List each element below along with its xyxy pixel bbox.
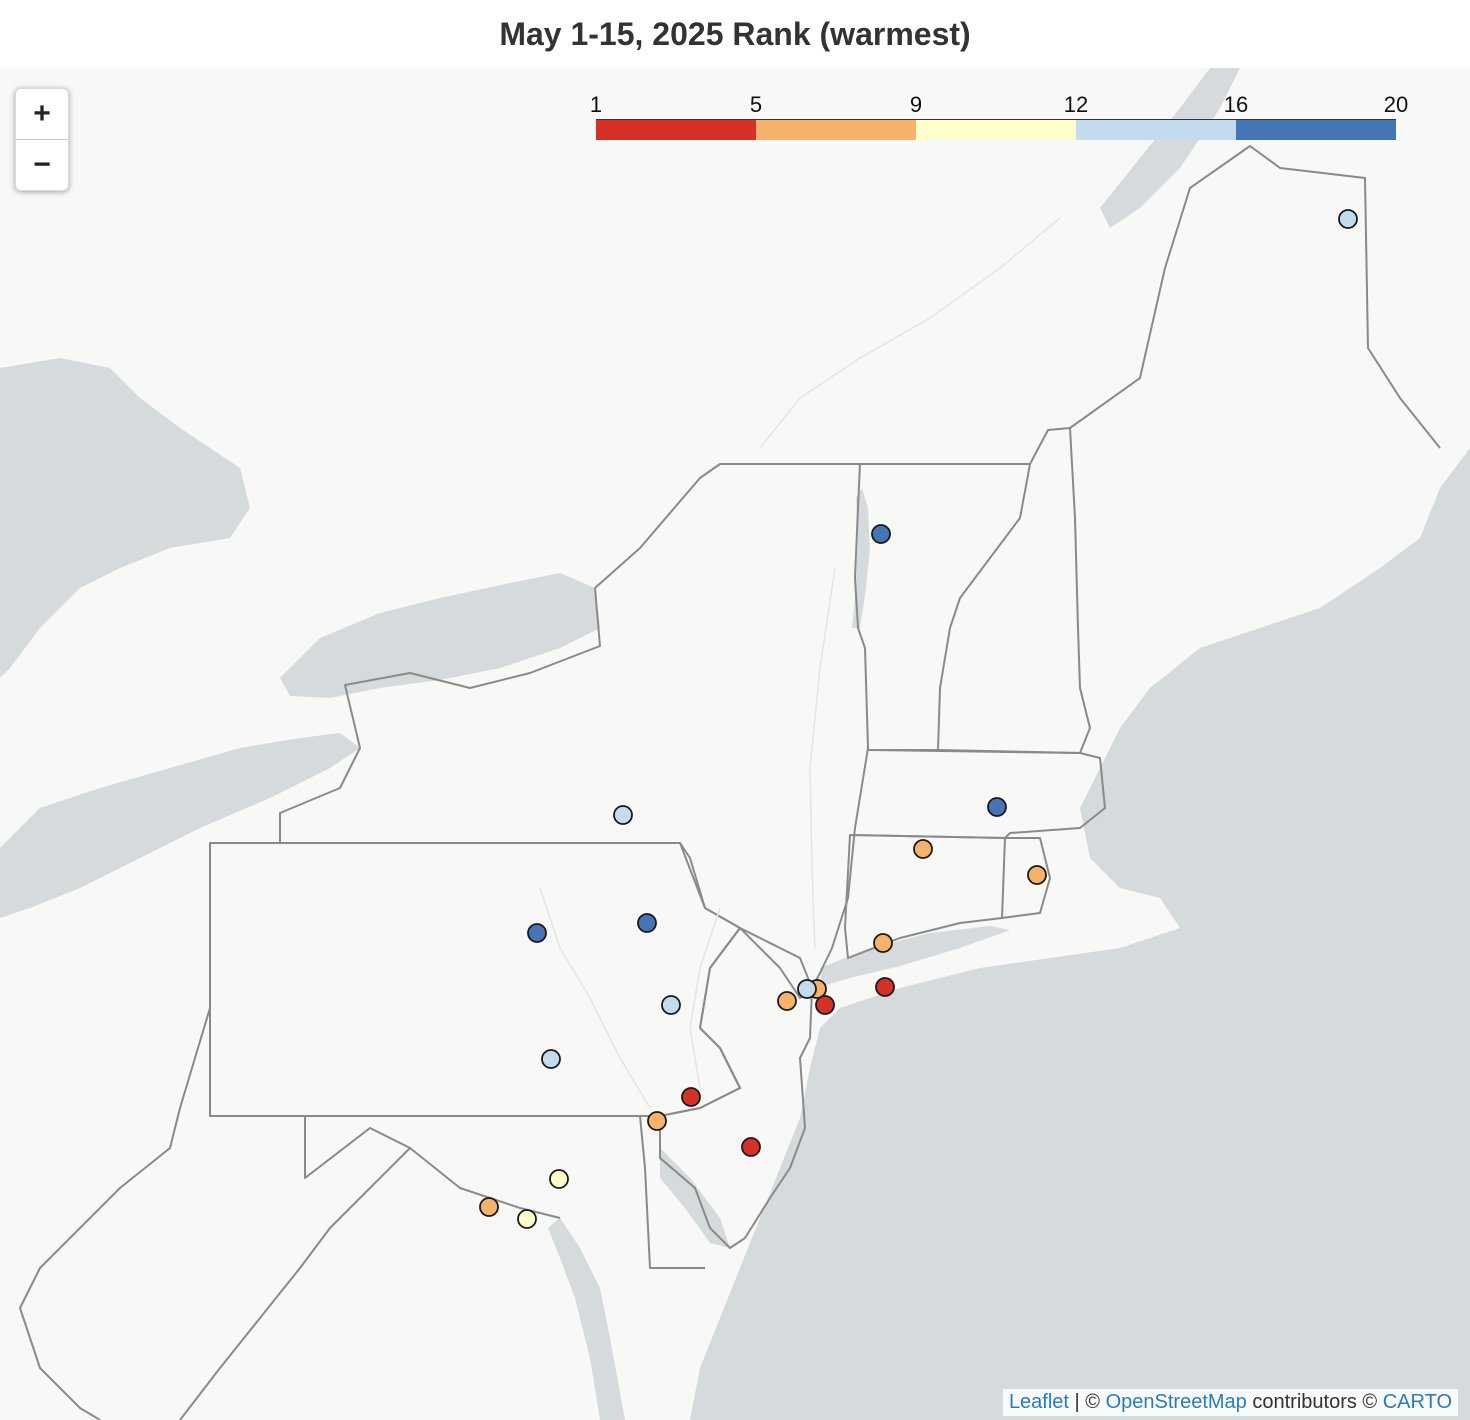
- legend-seg-2: [756, 120, 916, 140]
- lake-ontario: [280, 573, 600, 698]
- attribution-contrib: contributors ©: [1246, 1391, 1383, 1413]
- legend-tick-12: 12: [1063, 92, 1089, 117]
- station-marker-philadelphia-pa[interactable]: [681, 1087, 701, 1107]
- border-connecticut: [844, 834, 1006, 959]
- st-lawrence-estuary: [1100, 68, 1240, 228]
- legend-tick-5: 5: [749, 92, 763, 117]
- legend-tick-1: 1: [589, 92, 603, 117]
- station-marker-washington-dc[interactable]: [517, 1209, 537, 1229]
- border-delaware-maryland: [639, 1115, 705, 1269]
- basemap: [0, 68, 1470, 1420]
- osm-link[interactable]: OpenStreetMap: [1105, 1391, 1247, 1413]
- station-marker-burlington-vt[interactable]: [871, 524, 891, 544]
- station-marker-atlantic-city-nj[interactable]: [741, 1137, 761, 1157]
- chesapeake-bay: [548, 1218, 625, 1420]
- station-marker-allentown-pa[interactable]: [661, 995, 681, 1015]
- attribution-sep: | ©: [1069, 1391, 1106, 1413]
- border-maine: [1069, 145, 1441, 449]
- legend-tick-16: 16: [1223, 92, 1249, 117]
- lake-huron: [0, 358, 250, 678]
- rivers: [539, 217, 1061, 1109]
- lake-erie: [0, 733, 360, 918]
- station-marker-providence-ri[interactable]: [1027, 865, 1047, 885]
- station-marker-binghamton-ny[interactable]: [613, 805, 633, 825]
- station-marker-wilkes-barre-pa[interactable]: [637, 913, 657, 933]
- long-island-sound: [820, 926, 1010, 986]
- border-new-jersey: [659, 927, 813, 1249]
- state-borders: [19, 145, 1441, 1420]
- legend-top-line: [596, 119, 1396, 120]
- station-marker-williamsport-pa[interactable]: [527, 923, 547, 943]
- station-marker-baltimore-md[interactable]: [549, 1169, 569, 1189]
- legend-tick-9: 9: [909, 92, 923, 117]
- legend-color-bar: [596, 120, 1396, 140]
- station-marker-islip-ny[interactable]: [875, 977, 895, 997]
- border-virginia: [179, 1147, 411, 1420]
- border-vermont: [860, 463, 1031, 751]
- legend-tick-20: 20: [1383, 92, 1409, 117]
- station-marker-bridgeport-ct[interactable]: [873, 933, 893, 953]
- legend-seg-5: [1236, 120, 1396, 140]
- carto-link[interactable]: CARTO: [1382, 1391, 1452, 1413]
- water-layer: [0, 68, 1470, 1420]
- station-marker-central-park-ny[interactable]: [797, 979, 817, 999]
- station-marker-hartford-ct[interactable]: [913, 839, 933, 859]
- station-marker-dulles-va[interactable]: [479, 1197, 499, 1217]
- station-marker-harrisburg-pa[interactable]: [541, 1049, 561, 1069]
- station-marker-jfk-ny[interactable]: [815, 995, 835, 1015]
- stations-layer: [479, 209, 1358, 1229]
- zoom-control: + −: [15, 88, 69, 191]
- atlantic-ocean: [690, 448, 1470, 1420]
- station-marker-newark-nj[interactable]: [777, 991, 797, 1011]
- border-west-virginia: [19, 1007, 211, 1420]
- station-marker-caribou-me[interactable]: [1338, 209, 1358, 229]
- map-attribution: Leaflet | © OpenStreetMap contributors ©…: [1002, 1389, 1458, 1416]
- map-title: May 1-15, 2025 Rank (warmest): [499, 15, 971, 52]
- legend-seg-1: [596, 120, 756, 140]
- station-marker-worcester-ma[interactable]: [987, 797, 1007, 817]
- leaflet-link[interactable]: Leaflet: [1008, 1391, 1069, 1413]
- legend-seg-3: [916, 120, 1076, 140]
- legend-seg-4: [1076, 120, 1236, 140]
- map-canvas[interactable]: + − 1 5 9 12 16 20 Leaflet | © OpenStree…: [0, 68, 1470, 1420]
- zoom-out-button[interactable]: −: [16, 139, 68, 190]
- zoom-in-button[interactable]: +: [33, 97, 51, 130]
- border-new-hampshire: [937, 427, 1091, 754]
- station-marker-wilmington-de[interactable]: [647, 1111, 667, 1131]
- color-legend: 1 5 9 12 16 20: [590, 92, 1408, 142]
- border-rhode-island: [1001, 837, 1051, 919]
